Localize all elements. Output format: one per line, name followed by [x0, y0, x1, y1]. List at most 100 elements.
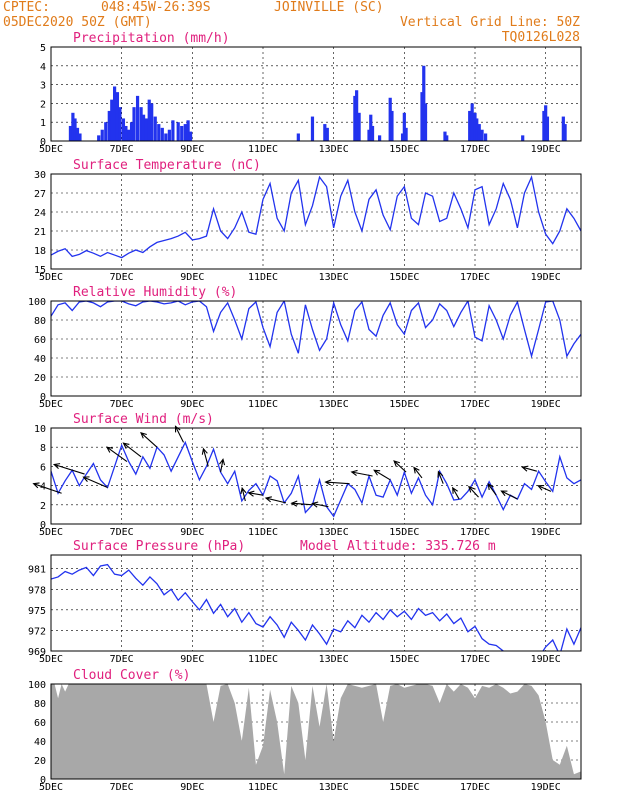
cloud-cover-ytick: 60: [34, 718, 46, 729]
surface-wind-vector: [105, 446, 128, 463]
precipitation-xtick: 19DEC: [531, 144, 561, 155]
precipitation-bar: [115, 92, 120, 141]
precipitation-bar: [118, 107, 122, 141]
surface-wind-ytick: 8: [40, 443, 46, 454]
relative-humidity-xtick: 15DEC: [389, 399, 419, 410]
surface-wind-line: [51, 440, 581, 518]
surface-temperature-xtick: 15DEC: [389, 272, 419, 283]
precipitation-bar: [141, 114, 146, 141]
cloud-cover-ytick: 40: [34, 737, 46, 748]
cloud-cover-panel: 5DEC 7DEC 9DEC 11DEC 13DEC 15DEC 17DEC 19DEC 0 20…: [28, 668, 582, 793]
surface-pressure-xtick: 9DEC: [180, 654, 204, 665]
precipitation-bar: [180, 125, 184, 141]
precipitation-bar: [100, 129, 104, 141]
cloud-cover-ytick: 0: [40, 775, 46, 786]
precipitation-bar: [323, 124, 327, 141]
cloud-cover-xtick: 15DEC: [389, 782, 419, 793]
surface-temperature-xtick: 9DEC: [180, 272, 204, 283]
surface-pressure-ytick: 969: [28, 647, 46, 658]
precipitation-bar: [124, 125, 128, 141]
relative-humidity-xtick: 9DEC: [180, 399, 204, 410]
cloud-cover-ytick: 100: [28, 680, 46, 691]
precipitation-bar: [353, 95, 357, 141]
surface-wind-vector: [311, 501, 329, 508]
surface-temperature-panel: 5DEC 7DEC 9DEC 11DEC 13DEC 15DEC 17DEC 19DEC 15 1…: [34, 158, 582, 283]
surface-temperature-xtick: 11DEC: [248, 272, 278, 283]
precipitation-bar: [127, 129, 131, 141]
relative-humidity-ytick: 100: [28, 297, 46, 308]
relative-humidity-ytick: 80: [34, 316, 46, 327]
surface-temperature-ytick: 30: [34, 170, 46, 181]
surface-temperature-line: [51, 175, 581, 259]
relative-humidity-xtick: 11DEC: [248, 399, 278, 410]
precipitation-ytick: 4: [40, 62, 46, 73]
surface-wind-vector: [487, 482, 497, 496]
precipitation-bar: [378, 135, 382, 141]
precipitation-bar: [164, 133, 168, 141]
precipitation-bar: [107, 110, 111, 141]
precipitation-bar: [325, 127, 329, 141]
precipitation-bar: [470, 103, 474, 141]
surface-wind-vector: [264, 496, 287, 504]
precipitation-bar: [388, 97, 392, 141]
surface-wind-vector: [500, 490, 518, 500]
surface-pressure-xtick: 11DEC: [248, 654, 278, 665]
precipitation-bar: [404, 127, 408, 141]
precipitation-bar: [443, 131, 447, 141]
surface-temperature-xtick: 19DEC: [531, 272, 561, 283]
surface-pressure-annotation: Model Altitude: 335.726 m: [300, 539, 496, 554]
surface-wind-vector: [452, 486, 460, 500]
precipitation-xtick: 9DEC: [180, 144, 204, 155]
surface-pressure-frame: [50, 554, 582, 652]
surface-wind-vector: [201, 447, 209, 467]
precipitation-xtick: 11DEC: [248, 144, 278, 155]
precipitation-bar: [157, 124, 161, 141]
surface-pressure-ytick: 981: [28, 565, 46, 576]
surface-pressure-ytick: 975: [28, 606, 46, 617]
surface-wind-title: Surface Wind (m/s): [73, 412, 214, 427]
cloud-cover-ytick: 80: [34, 699, 46, 710]
cloud-cover-title: Cloud Cover (%): [73, 668, 190, 683]
precipitation-bar: [68, 125, 73, 141]
precipitation-ytick: 1: [40, 118, 46, 129]
surface-pressure-title: Surface Pressure (hPa): [73, 539, 245, 554]
precipitation-bar: [160, 127, 164, 141]
relative-humidity-xtick: 13DEC: [319, 399, 349, 410]
precipitation-bar: [357, 112, 361, 141]
surface-wind-vector: [393, 460, 407, 473]
surface-wind-vector: [52, 463, 85, 475]
precipitation-xtick: 7DEC: [110, 144, 134, 155]
precipitation-bar: [75, 127, 80, 141]
surface-wind-xtick: 15DEC: [389, 527, 419, 538]
relative-humidity-ytick: 0: [40, 392, 46, 403]
surface-pressure-line: [51, 563, 581, 651]
header-coords: 048:45W-26:39S: [101, 0, 211, 15]
precipitation-ytick: 5: [40, 43, 46, 54]
surface-wind-vector: [140, 431, 158, 448]
surface-wind-xtick: 9DEC: [180, 527, 204, 538]
precipitation-bar: [97, 135, 101, 141]
cloud-cover-xtick: 7DEC: [110, 782, 134, 793]
relative-humidity-xtick: 19DEC: [531, 399, 561, 410]
surface-wind-vector: [32, 482, 62, 494]
precipitation-bar: [367, 129, 371, 141]
precipitation-bar: [129, 122, 134, 141]
precipitation-bar: [183, 124, 187, 141]
surface-wind-vector: [468, 485, 479, 498]
precipitation-bar: [544, 105, 548, 141]
surface-wind-ytick: 2: [40, 501, 46, 512]
surface-temperature-ytick: 27: [34, 189, 46, 200]
surface-temperature-xtick: 7DEC: [110, 272, 134, 283]
surface-wind-vector: [373, 469, 391, 481]
relative-humidity-xtick: 17DEC: [460, 399, 490, 410]
precipitation-bar: [422, 65, 426, 141]
surface-wind-vector: [82, 476, 108, 489]
precipitation-bar: [475, 118, 479, 141]
surface-pressure-xtick: 5DEC: [39, 654, 63, 665]
precipitation-bar: [113, 86, 117, 141]
precipitation-bar: [104, 122, 108, 141]
precipitation-bar: [390, 110, 394, 141]
cloud-cover-area: [51, 684, 581, 779]
precipitation-bar: [139, 107, 143, 141]
surface-temperature-frame: [50, 173, 582, 270]
